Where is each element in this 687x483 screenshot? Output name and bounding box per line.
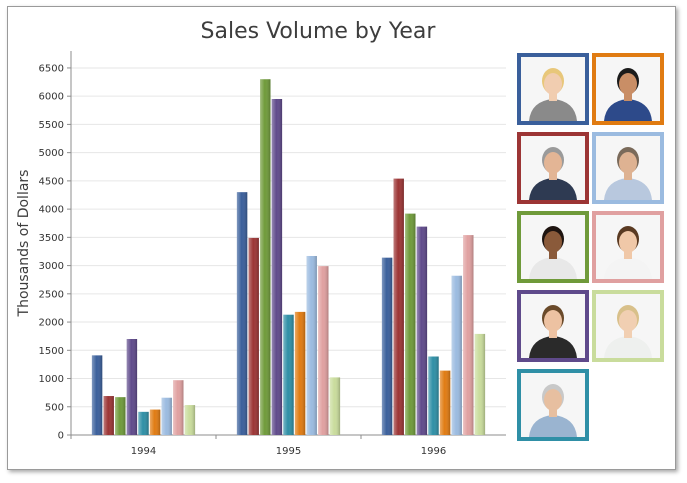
y-tick-label: 2500 [39, 289, 64, 300]
bar-shade [149, 409, 161, 435]
person-portrait [521, 294, 585, 358]
y-tick-label: 1500 [39, 346, 64, 357]
legend-photo [592, 290, 664, 362]
y-tick-label: 500 [45, 402, 64, 413]
legend-photo [592, 53, 664, 125]
bar-shade [318, 266, 329, 435]
bar-shade [428, 356, 439, 435]
chart-frame: Sales Volume by Year 0 500 1000 1500 2000 250… [7, 6, 676, 470]
y-tick-label: 4500 [39, 176, 64, 187]
legend-photo [592, 132, 664, 204]
y-tick-label: 3000 [39, 261, 64, 272]
person-portrait [521, 215, 585, 279]
bar-shade [381, 257, 393, 435]
y-tick-label: 4000 [39, 205, 64, 216]
photo-legend [517, 53, 667, 453]
bar-shade [248, 237, 259, 435]
bar-shade [306, 255, 317, 435]
y-tick-label: 6500 [39, 63, 64, 74]
y-tick-label: 5000 [39, 148, 64, 159]
bar-shade [393, 178, 404, 435]
bar-shade [439, 370, 451, 435]
bar-shade [416, 226, 428, 435]
y-tick-label: 5500 [39, 120, 64, 131]
y-tick-label: 2000 [39, 318, 64, 329]
legend-photo [517, 369, 589, 441]
legend-photo [592, 211, 664, 283]
bar-shade [161, 397, 172, 435]
bar-chart: 0 500 1000 1500 2000 2500 3000 3500 4000 4500 5000… [16, 51, 506, 457]
x-tick-label: 1994 [131, 446, 156, 457]
person-portrait [596, 136, 660, 200]
bar-shade [271, 99, 283, 435]
bar-shade [474, 333, 486, 435]
bar-shade [91, 355, 103, 435]
legend-photo [517, 132, 589, 204]
bar-shade [260, 79, 271, 435]
bar-shade [184, 405, 196, 435]
bar-shade [451, 275, 462, 435]
bar-shade [236, 192, 248, 435]
y-tick-label: 6000 [39, 92, 64, 103]
y-tick-label: 0 [58, 431, 64, 442]
x-tick-label: 1996 [421, 446, 446, 457]
bar-shade [138, 411, 149, 435]
bar-shade [463, 235, 474, 435]
legend-photo [517, 211, 589, 283]
y-tick-label: 3500 [39, 233, 64, 244]
legend-photo [517, 53, 589, 125]
bar-shade [283, 314, 294, 435]
person-portrait [596, 294, 660, 358]
bar-shade [173, 380, 184, 435]
y-tick-label: 1000 [39, 374, 64, 385]
bar-shade [103, 396, 114, 435]
bar-shade [126, 339, 138, 435]
person-portrait [596, 215, 660, 279]
person-portrait [521, 373, 585, 437]
person-portrait [521, 57, 585, 121]
y-axis-label: Thousands of Dollars [16, 170, 32, 318]
person-portrait [596, 57, 660, 121]
chart-title: Sales Volume by Year [200, 19, 436, 44]
legend-photo [517, 290, 589, 362]
person-portrait [521, 136, 585, 200]
bar-shade [405, 213, 416, 435]
bar-shade [294, 311, 306, 435]
bar-shade [329, 377, 341, 435]
x-tick-label: 1995 [276, 446, 301, 457]
bar-shade [115, 397, 126, 435]
